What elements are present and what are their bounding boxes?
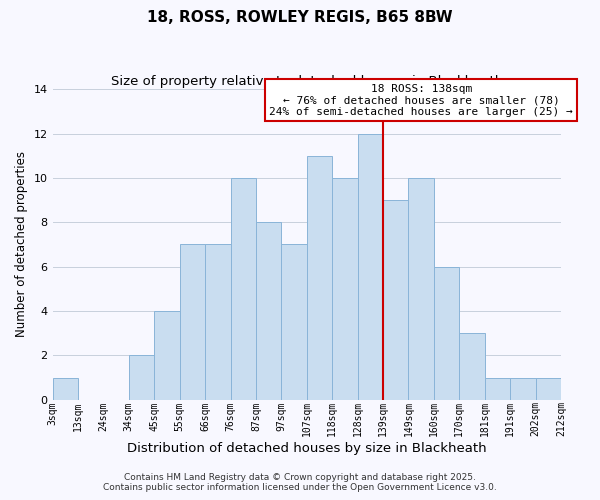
Text: Contains HM Land Registry data © Crown copyright and database right 2025.
Contai: Contains HM Land Registry data © Crown c… [103, 473, 497, 492]
Bar [53, 378, 78, 400]
Bar [409, 178, 434, 400]
Bar [205, 244, 230, 400]
Text: 18, ROSS, ROWLEY REGIS, B65 8BW: 18, ROSS, ROWLEY REGIS, B65 8BW [147, 10, 453, 25]
Text: 18 ROSS: 138sqm
← 76% of detached houses are smaller (78)
24% of semi-detached h: 18 ROSS: 138sqm ← 76% of detached houses… [269, 84, 573, 117]
Bar [434, 266, 460, 400]
Bar [129, 356, 154, 400]
Bar [179, 244, 205, 400]
Bar [154, 311, 179, 400]
Bar [230, 178, 256, 400]
Bar [485, 378, 510, 400]
X-axis label: Distribution of detached houses by size in Blackheath: Distribution of detached houses by size … [127, 442, 487, 455]
Bar [460, 333, 485, 400]
Title: Size of property relative to detached houses in Blackheath: Size of property relative to detached ho… [110, 75, 503, 88]
Bar [510, 378, 536, 400]
Bar [358, 134, 383, 400]
Bar [536, 378, 561, 400]
Bar [332, 178, 358, 400]
Y-axis label: Number of detached properties: Number of detached properties [15, 152, 28, 338]
Bar [281, 244, 307, 400]
Bar [256, 222, 281, 400]
Bar [307, 156, 332, 400]
Bar [383, 200, 409, 400]
